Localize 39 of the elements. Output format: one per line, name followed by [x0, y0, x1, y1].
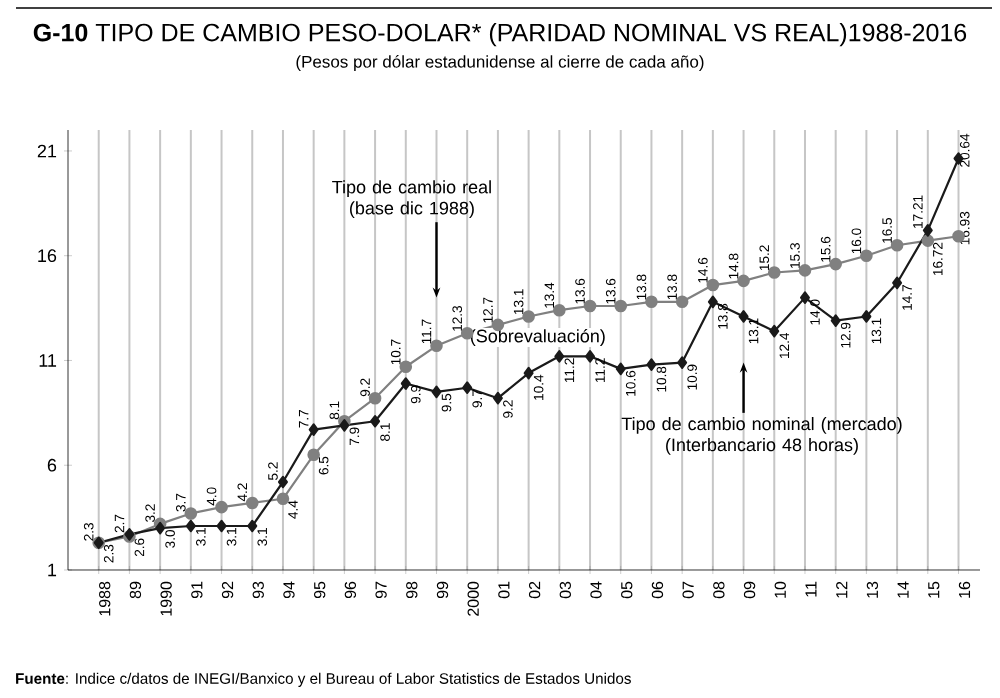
x-tick-label: 04	[590, 581, 602, 599]
x-tick-label: 01	[498, 581, 510, 599]
annotation: Tipo de cambio real (base dic 1988)	[332, 180, 491, 219]
y-tick-label: 16	[38, 249, 57, 263]
y-tick-label: 1	[48, 563, 57, 577]
x-tick-label: 03	[559, 581, 571, 599]
x-tick-label: 91	[191, 581, 203, 599]
y-tick-label: 11	[39, 354, 57, 367]
y-tick-label: 21	[37, 144, 57, 158]
x-tick-label: 98	[406, 581, 418, 599]
x-tick-label: 89	[129, 581, 142, 599]
x-tick-label: 94	[283, 581, 295, 599]
x-tick-label: 2000	[467, 581, 479, 616]
x-tick-label: 99	[436, 581, 449, 599]
x-tick-label: 1988	[99, 581, 111, 616]
x-tick-label: 96	[344, 581, 357, 599]
x-tick-label: 06	[651, 581, 664, 599]
x-tick-label: 11	[805, 581, 817, 597]
x-tick-label: 05	[621, 581, 633, 599]
annotation: (Sobrevaluación)	[470, 328, 605, 346]
x-tick-label: 16	[958, 581, 971, 598]
x-tick-label: 09	[743, 581, 756, 599]
annotation: Tipo de cambio nominal (mercado) (Interbancario 48 horas)	[621, 417, 902, 455]
x-tick-label: 1990	[160, 581, 172, 616]
x-tick-label: 13	[866, 581, 879, 598]
x-tick-label: 93	[252, 581, 264, 599]
chart-subtitle: (Pesos por dólar estadunidense al cierre de cada año)	[296, 55, 704, 72]
y-tick-label: 6	[47, 458, 57, 472]
x-tick-label: 97	[375, 581, 387, 599]
x-tick-label: 92	[221, 581, 234, 599]
x-tick-label: 12	[836, 581, 848, 598]
x-tick-label: 15	[928, 581, 940, 598]
x-tick-label: 02	[528, 581, 541, 599]
x-tick-label: 08	[713, 581, 725, 599]
x-tick-label: 10	[774, 581, 786, 598]
x-tick-label: 95	[314, 581, 326, 599]
x-tick-label: 14	[897, 581, 909, 598]
chart-title: G-10 TIPO DE CAMBIO PESO-DOLAR* (PARIDAD NOMINAL VS REAL)1988-2016	[33, 23, 967, 47]
x-tick-label: 07	[682, 581, 694, 599]
